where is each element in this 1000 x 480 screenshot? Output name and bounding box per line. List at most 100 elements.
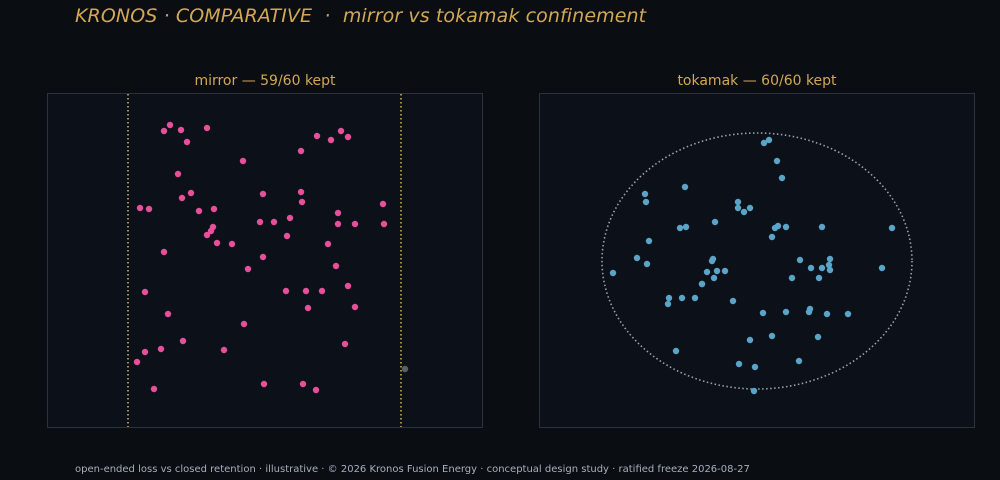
mirror-point-21: [207, 227, 215, 235]
mirror-point-13: [145, 205, 153, 213]
mirror-point-18: [297, 188, 305, 196]
mirror-point-12: [136, 204, 144, 212]
tokamak-point-53: [735, 360, 743, 368]
tokamak-point-0: [760, 139, 768, 147]
mirror-point-15: [187, 189, 195, 197]
tokamak-point-23: [609, 269, 617, 277]
mirror-point-25: [256, 218, 264, 226]
tokamak-point-31: [796, 256, 804, 264]
tokamak-point-32: [807, 264, 815, 272]
mirror-point-44: [344, 282, 352, 290]
mirror-point-19: [298, 198, 306, 206]
mirror-point-29: [334, 209, 342, 217]
mirror-point-42: [318, 287, 326, 295]
tokamak-point-56: [795, 357, 803, 365]
tokamak-point-39: [878, 264, 886, 272]
mirror-point-47: [240, 320, 248, 328]
tokamak-point-37: [815, 274, 823, 282]
mirror-point-6: [344, 133, 352, 141]
mirror-point-3: [203, 124, 211, 132]
mirror-point-5: [313, 132, 321, 140]
mirror-point-0: [160, 127, 168, 135]
mirror-point-31: [351, 220, 359, 228]
footer-caption: open-ended loss vs closed retention · il…: [75, 464, 750, 475]
mirror-point-48: [220, 346, 228, 354]
tokamak-point-33: [825, 261, 833, 269]
mirror-point-27: [286, 214, 294, 222]
mirror-point-16: [195, 207, 203, 215]
mirror-point-7: [337, 127, 345, 135]
mirror-point-36: [244, 265, 252, 273]
mirror-point-24: [228, 240, 236, 248]
mirror-point-30: [334, 220, 342, 228]
tokamak-point-54: [750, 387, 758, 395]
tokamak-point-26: [703, 268, 711, 276]
tokamak-point-34: [818, 264, 826, 272]
tokamak-point-38: [826, 266, 834, 274]
tokamak-point-35: [826, 255, 834, 263]
tokamak-panel: [539, 93, 975, 428]
mirror-point-39: [141, 288, 149, 296]
tokamak-point-55: [672, 347, 680, 355]
tokamak-point-21: [633, 254, 641, 262]
tokamak-point-20: [645, 237, 653, 245]
tokamak-point-9: [641, 190, 649, 198]
mirror-point-8: [327, 136, 335, 144]
tokamak-point-40: [664, 300, 672, 308]
mirror-point-14: [178, 194, 186, 202]
tokamak-point-59: [768, 332, 776, 340]
mirror-panel-title: mirror — 59/60 kept: [194, 73, 336, 89]
tokamak-point-51: [746, 336, 754, 344]
tokamak-boundary-ellipse: [601, 132, 913, 390]
mirror-point-26: [270, 218, 278, 226]
mirror-point-49: [341, 340, 349, 348]
tokamak-point-4: [681, 183, 689, 191]
tokamak-panel-title: tokamak — 60/60 kept: [677, 73, 837, 89]
tokamak-point-50: [729, 297, 737, 305]
mirror-point-22: [203, 231, 211, 239]
mirror-point-37: [324, 240, 332, 248]
tokamak-point-47: [823, 310, 831, 318]
mirror-point-4: [183, 138, 191, 146]
tokamak-point-11: [682, 223, 690, 231]
tokamak-point-41: [665, 294, 673, 302]
mirror-point-54: [150, 385, 158, 393]
tokamak-point-8: [746, 204, 754, 212]
tokamak-point-19: [888, 224, 896, 232]
mirror-point-52: [133, 358, 141, 366]
tokamak-point-7: [740, 208, 748, 216]
mirror-point-1: [166, 121, 174, 129]
tokamak-point-3: [778, 174, 786, 182]
mirror-point-50: [157, 345, 165, 353]
tokamak-point-17: [768, 233, 776, 241]
tokamak-point-5: [734, 198, 742, 206]
mirror-point-33: [380, 220, 388, 228]
mirror-point-11: [174, 170, 182, 178]
tokamak-point-10: [642, 198, 650, 206]
mirror-point-43: [304, 304, 312, 312]
tokamak-point-28: [721, 267, 729, 275]
tokamak-point-48: [844, 310, 852, 318]
mirror-point-41: [302, 287, 310, 295]
tokamak-point-18: [818, 223, 826, 231]
tokamak-point-25: [708, 257, 716, 265]
tokamak-point-46: [806, 305, 814, 313]
mirror-point-10: [297, 147, 305, 155]
mirror-point-57: [312, 386, 320, 394]
mirror-point-38: [332, 262, 340, 270]
mirror-point-17: [210, 205, 218, 213]
tokamak-point-2: [773, 157, 781, 165]
mirror-point-45: [351, 303, 359, 311]
tokamak-point-58: [782, 308, 790, 316]
mirror-point-40: [282, 287, 290, 295]
mirror-panel: [47, 93, 483, 428]
tokamak-scatter-plot: [601, 132, 913, 395]
mirror-point-55: [260, 380, 268, 388]
tokamak-point-27: [713, 267, 721, 275]
mirror-point-34: [160, 248, 168, 256]
tokamak-point-43: [691, 294, 699, 302]
tokamak-point-22: [643, 260, 651, 268]
tokamak-point-1: [765, 136, 773, 144]
tokamak-point-44: [698, 280, 706, 288]
mirror-point-23: [213, 239, 221, 247]
